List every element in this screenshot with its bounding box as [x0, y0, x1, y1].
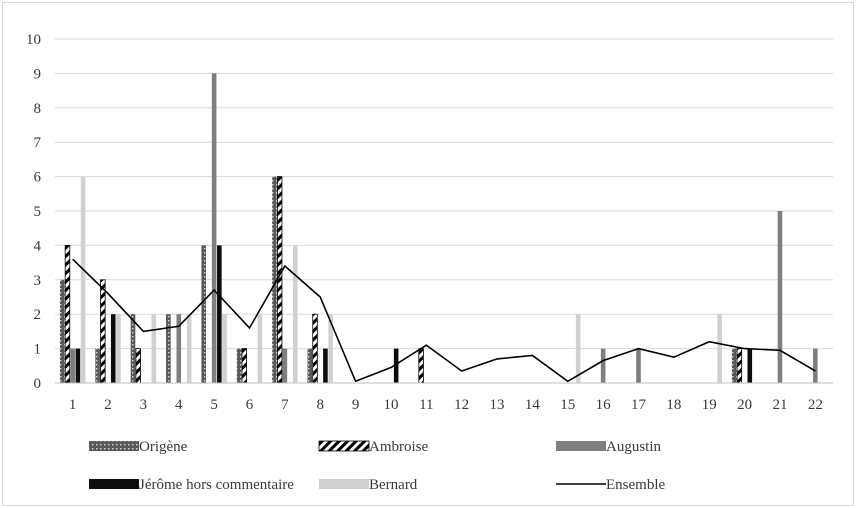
bar-orig-ne	[272, 176, 277, 383]
bar-augustin	[813, 348, 818, 383]
x-tick-label: 3	[140, 397, 148, 413]
y-tick-label: 5	[34, 204, 42, 220]
y-tick-label: 7	[34, 135, 42, 151]
y-tick-label: 2	[34, 307, 42, 323]
line-series	[72, 258, 816, 383]
bar-j-r-me-hors-commentaire	[393, 348, 399, 383]
bar-bernard	[717, 314, 722, 383]
bar-augustin	[176, 314, 182, 383]
bar-ambroise	[135, 348, 141, 384]
x-tick-label: 5	[210, 397, 218, 413]
bar-j-r-me-hors-commentaire	[323, 348, 328, 383]
legend-label: Origène	[139, 439, 188, 455]
x-tick-label: 6	[246, 397, 254, 413]
x-tick-label: 8	[316, 397, 324, 413]
bar-bernard	[222, 314, 227, 383]
x-axis-ticks: 1 2 3 4 5 6 7 8 9 10 11 12 13 14 15 16 17 18 19 20 21 22	[69, 397, 823, 413]
bar-augustin	[70, 348, 75, 383]
y-tick-label: 8	[34, 101, 42, 117]
bar-augustin	[600, 348, 606, 383]
bar-orig-ne	[95, 348, 100, 383]
gridlines	[55, 38, 833, 350]
bar-bernard	[328, 314, 333, 383]
x-tick-label: 22	[808, 397, 823, 413]
x-tick-label: 16	[596, 397, 612, 413]
bar-orig-ne	[236, 348, 242, 383]
legend-label: Jérôme hors commentaire	[139, 477, 294, 493]
y-axis-ticks: 0 1 2 3 4 5 6 7 8 9 10	[26, 32, 42, 392]
bar-ambroise	[736, 348, 743, 384]
bar-series	[59, 73, 818, 384]
legend-swatch	[556, 441, 606, 451]
bar-ambroise	[241, 348, 247, 384]
bar-ambroise	[418, 348, 424, 384]
bar-orig-ne	[731, 348, 737, 383]
bar-ambroise	[276, 176, 283, 384]
legend-swatch	[89, 441, 139, 451]
bar-orig-ne	[59, 279, 65, 383]
bar-augustin	[777, 211, 783, 383]
legend-label: Bernard	[369, 477, 418, 493]
bar-bernard	[186, 314, 192, 383]
bar-orig-ne	[166, 314, 171, 383]
legend-label: Ensemble	[606, 477, 665, 493]
y-tick-label: 10	[26, 32, 41, 48]
bar-augustin	[282, 348, 288, 383]
legend-label: Augustin	[606, 439, 662, 455]
y-tick-label: 9	[34, 66, 42, 82]
x-tick-label: 11	[419, 397, 433, 413]
bar-ambroise	[64, 244, 71, 384]
bar-ambroise	[100, 279, 106, 384]
x-tick-label: 12	[454, 397, 469, 413]
bar-bernard	[257, 314, 263, 383]
bar-j-r-me-hors-commentaire	[75, 348, 81, 383]
bar-bernard	[80, 176, 86, 383]
bar-j-r-me-hors-commentaire	[110, 314, 116, 383]
bar-bernard	[292, 245, 298, 383]
x-tick-label: 10	[383, 397, 398, 413]
x-tick-label: 19	[702, 397, 717, 413]
y-tick-label: 1	[34, 342, 42, 358]
x-tick-label: 14	[525, 397, 541, 413]
bar-j-r-me-hors-commentaire	[217, 245, 222, 383]
y-tick-label: 6	[34, 170, 42, 186]
line-ensemble	[72, 258, 816, 383]
bar-augustin	[636, 348, 641, 383]
y-tick-label: 3	[34, 273, 42, 289]
bar-ambroise	[312, 313, 318, 384]
bar-bernard	[116, 314, 121, 383]
legend-swatch	[318, 440, 370, 452]
x-tick-label: 13	[490, 397, 505, 413]
x-tick-label: 18	[666, 397, 681, 413]
bar-orig-ne	[307, 348, 313, 383]
legend-swatch	[89, 479, 139, 489]
x-tick-label: 21	[772, 397, 787, 413]
x-tick-label: 17	[631, 397, 647, 413]
bar-bernard	[151, 314, 157, 383]
bar-orig-ne	[201, 245, 207, 383]
bar-j-r-me-hors-commentaire	[747, 348, 753, 383]
x-tick-label: 4	[175, 397, 183, 413]
bar-augustin	[211, 73, 217, 384]
x-tick-label: 7	[281, 397, 289, 413]
x-tick-label: 1	[69, 397, 77, 413]
x-tick-label: 2	[104, 397, 112, 413]
x-tick-label: 9	[352, 397, 360, 413]
legend-swatch	[319, 479, 369, 489]
y-tick-label: 0	[34, 376, 42, 392]
x-tick-label: 20	[737, 397, 752, 413]
legend-label: Ambroise	[369, 439, 429, 455]
bar-bernard	[575, 314, 581, 383]
bar-orig-ne	[130, 314, 136, 383]
y-tick-label: 4	[34, 238, 42, 254]
legend: Origène Ambroise Augustin Jérôme hors comme…	[89, 439, 665, 493]
x-tick-label: 15	[560, 397, 575, 413]
